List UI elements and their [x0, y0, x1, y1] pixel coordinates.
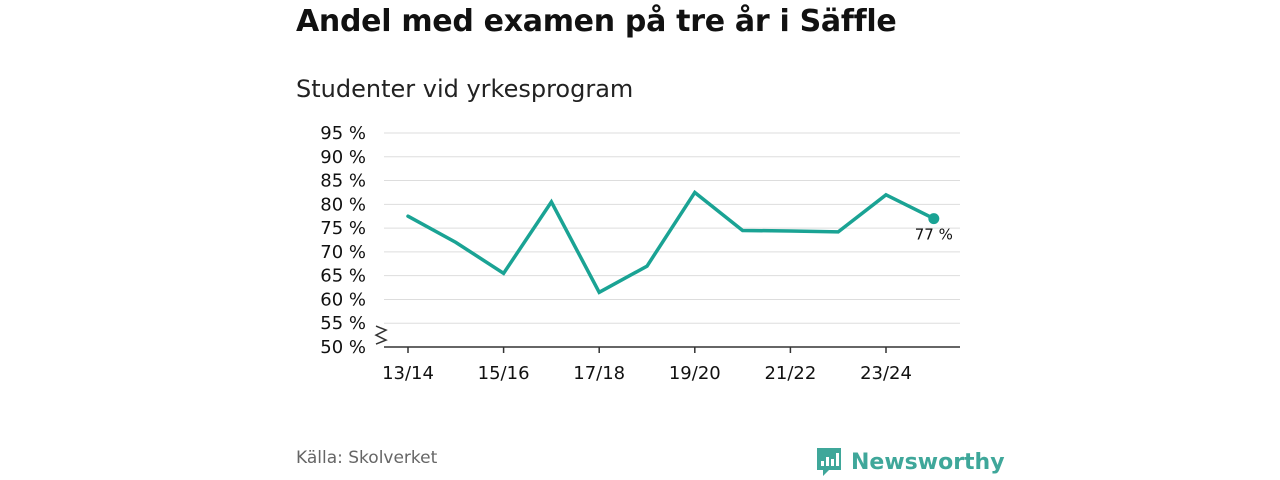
last-point-marker	[928, 213, 940, 225]
y-tick-label: 80 %	[320, 194, 366, 215]
series-line	[406, 189, 936, 295]
axis-break-icon	[374, 325, 388, 345]
brand-logo[interactable]: Newsworthy	[815, 446, 1005, 478]
x-tick-label: 17/18	[573, 363, 625, 384]
y-tick-label: 95 %	[320, 123, 366, 144]
x-tick-label: 21/22	[764, 363, 816, 384]
chart-title: Andel med examen på tre år i Säffle	[296, 4, 897, 39]
source-label: Källa: Skolverket	[296, 448, 438, 468]
y-tick-label: 65 %	[320, 266, 366, 287]
y-tick-label: 85 %	[320, 171, 366, 192]
x-tick-label: 19/20	[669, 363, 721, 384]
x-tick-label: 23/24	[860, 363, 912, 384]
y-tick-label: 90 %	[320, 147, 366, 168]
y-tick-label: 75 %	[320, 218, 366, 239]
chart-subtitle: Studenter vid yrkesprogram	[296, 75, 634, 103]
x-tick-label: 15/16	[478, 363, 530, 384]
x-tick-label: 13/14	[382, 363, 434, 384]
y-tick-label: 55 %	[320, 313, 366, 334]
y-tick-label: 50 %	[320, 337, 366, 358]
last-value-label: 77 %	[915, 226, 953, 244]
y-tick-label: 70 %	[320, 242, 366, 263]
y-tick-label: 60 %	[320, 289, 366, 310]
bar-chart-logo-icon	[817, 448, 841, 476]
brand-name: Newsworthy	[851, 449, 1005, 475]
